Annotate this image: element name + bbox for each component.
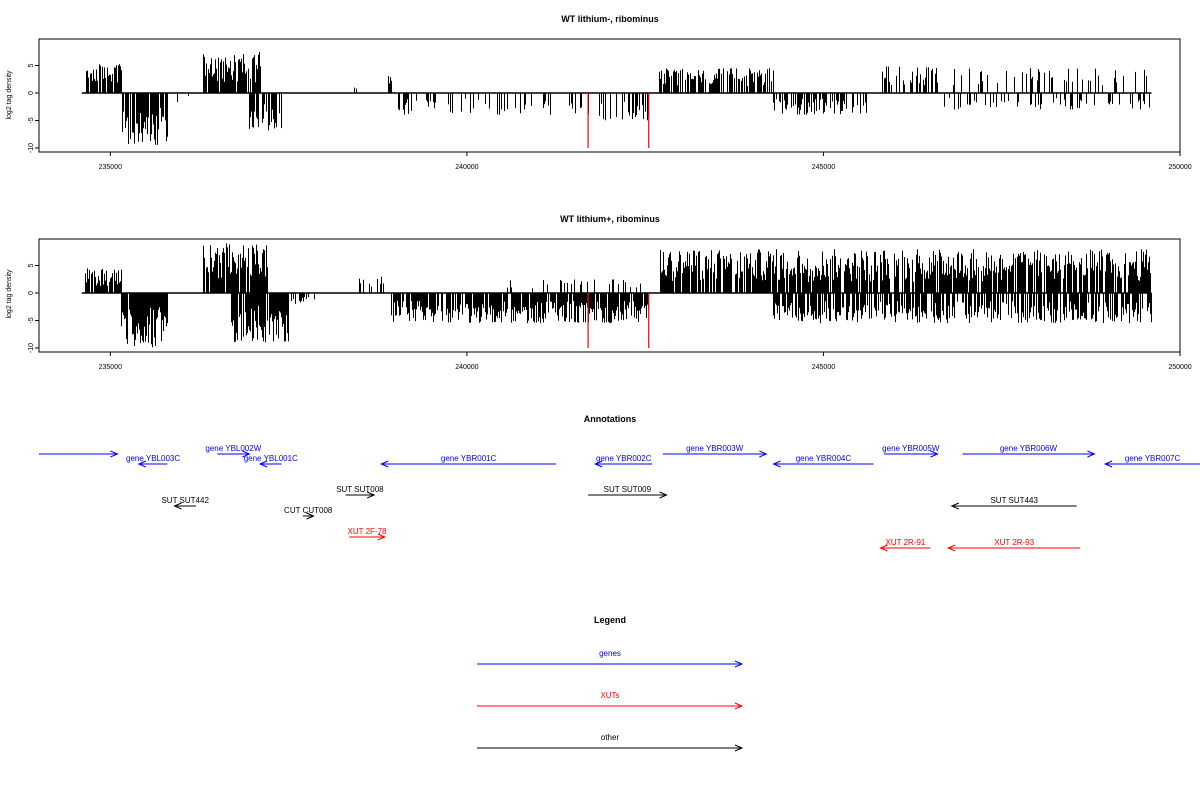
y-tick-label: 0	[28, 91, 35, 95]
arrow-head	[772, 460, 781, 468]
arrow-head	[1103, 460, 1113, 468]
plot-frame	[38, 38, 1181, 153]
y-tick-label: -10	[28, 343, 35, 353]
feature-label: gene YBR004C	[796, 454, 852, 463]
feature-label: SUT SUT008	[336, 485, 384, 494]
bar-series	[85, 243, 1152, 348]
legend-label: genes	[599, 649, 621, 658]
x-tick-label: 235000	[99, 364, 122, 371]
highlight-lines	[587, 93, 650, 148]
feature-label: gene YBL002W	[205, 444, 261, 453]
feature-label: gene YBR006W	[1000, 444, 1058, 453]
arrow-head	[593, 460, 603, 468]
feature-label: XUT 2F-78	[348, 527, 388, 536]
arrow-head	[950, 502, 959, 510]
feature-label: CUT CUT008	[284, 506, 333, 515]
arrow-head	[879, 544, 888, 552]
arrow-head	[946, 544, 956, 552]
bar-series	[86, 52, 1150, 145]
arrow-head	[137, 460, 147, 468]
chart-title: WT lithium+, ribominus	[560, 214, 660, 224]
chart-panel-lithium-minus: WT lithium-, ribominus log2 tag density …	[6, 14, 1192, 171]
feature-label: SUT SUT442	[161, 496, 209, 505]
arrow-head	[930, 450, 939, 458]
x-tick-label: 245000	[812, 164, 835, 171]
arrow-head	[734, 744, 744, 752]
feature-label: XUT 2R-91	[886, 538, 926, 547]
feature-label: SUT SUT009	[604, 485, 652, 494]
feature-label: gene YBR003W	[686, 444, 744, 453]
arrow-head	[734, 660, 744, 668]
axis-ticks: 235000 240000 245000 250000 -10 -5 0 5	[28, 263, 1192, 371]
arrow-head	[306, 512, 315, 520]
y-tick-label: 5	[28, 63, 35, 67]
legend-label: other	[601, 733, 620, 742]
arrow-head	[366, 491, 376, 499]
legend-label: XUTs	[600, 691, 619, 700]
arrow-head	[173, 502, 182, 510]
feature-label: XUT 2R-93	[994, 538, 1034, 547]
arrow-head	[110, 450, 119, 458]
feature-label: SUT SUT443	[990, 496, 1038, 505]
x-tick-label: 240000	[455, 164, 478, 171]
arrow-head	[659, 491, 668, 499]
x-tick-label: 240000	[455, 364, 478, 371]
feature-label: gene YBR007C	[1125, 454, 1181, 463]
legend-panel: Legend genes XUTs other	[477, 615, 744, 752]
y-tick-label: -10	[28, 143, 35, 153]
y-tick-label: -5	[28, 117, 35, 123]
plot-frame	[38, 238, 1181, 353]
y-tick-label: 5	[28, 263, 35, 267]
x-tick-label: 250000	[1168, 364, 1191, 371]
arrow-head	[1087, 450, 1096, 458]
x-tick-label: 250000	[1168, 164, 1191, 171]
axis-ticks: 235000 240000 245000 250000 -10 -5 0 5	[28, 63, 1192, 171]
legend-items: genes XUTs other	[477, 649, 744, 752]
x-tick-label: 235000	[99, 164, 122, 171]
feature-label: gene YBL003C	[126, 454, 180, 463]
y-tick-label: 0	[28, 291, 35, 295]
y-axis-label: log2 tag density	[6, 269, 13, 319]
arrow-head	[258, 460, 268, 468]
feature-label: gene YBR005W	[882, 444, 940, 453]
feature-label: gene YBR001C	[441, 454, 497, 463]
arrow-head	[377, 533, 387, 541]
arrow-head	[380, 460, 389, 468]
feature-label: gene YBL001C	[244, 454, 298, 463]
arrow-head	[242, 450, 251, 458]
feature-label: gene YBR002C	[596, 454, 652, 463]
chart-title: WT lithium-, ribominus	[561, 14, 659, 24]
arrow-head	[759, 450, 768, 458]
arrow-head	[734, 702, 744, 710]
x-tick-label: 245000	[812, 364, 835, 371]
chart-panel-lithium-plus: WT lithium+, ribominus log2 tag density …	[6, 214, 1192, 371]
y-tick-label: -5	[28, 317, 35, 323]
legend-title: Legend	[594, 615, 626, 625]
highlight-lines	[587, 293, 650, 348]
y-axis-label: log2 tag density	[6, 70, 13, 120]
annotations-title: Annotations	[584, 414, 637, 424]
